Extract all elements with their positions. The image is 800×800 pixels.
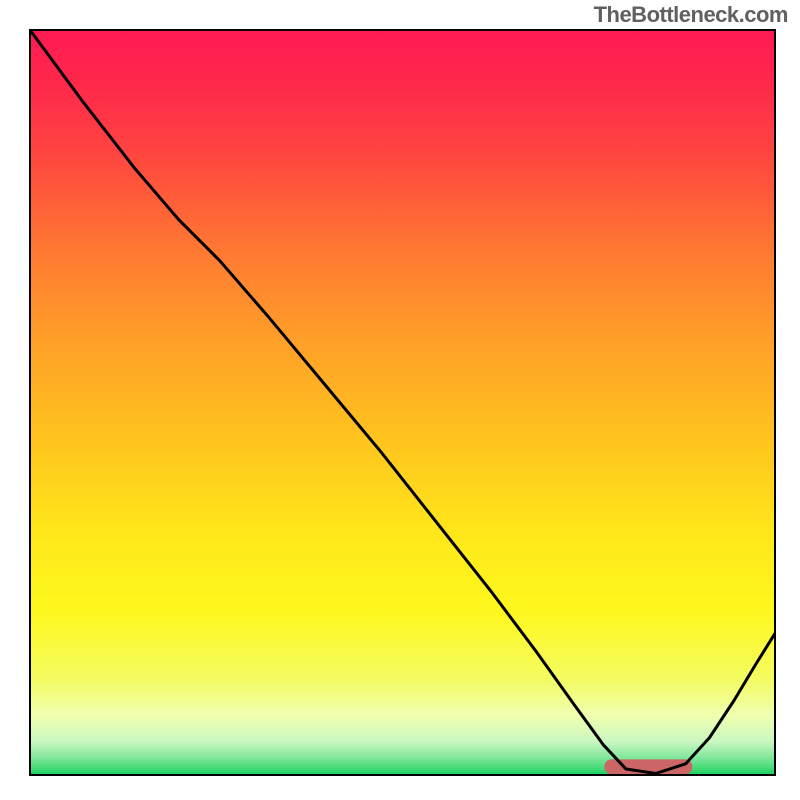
plot-area [30,30,775,775]
attribution-text: TheBottleneck.com [594,2,788,28]
chart-container: TheBottleneck.com [0,0,800,800]
gradient-background [30,30,775,775]
bottleneck-chart-svg [0,0,800,800]
